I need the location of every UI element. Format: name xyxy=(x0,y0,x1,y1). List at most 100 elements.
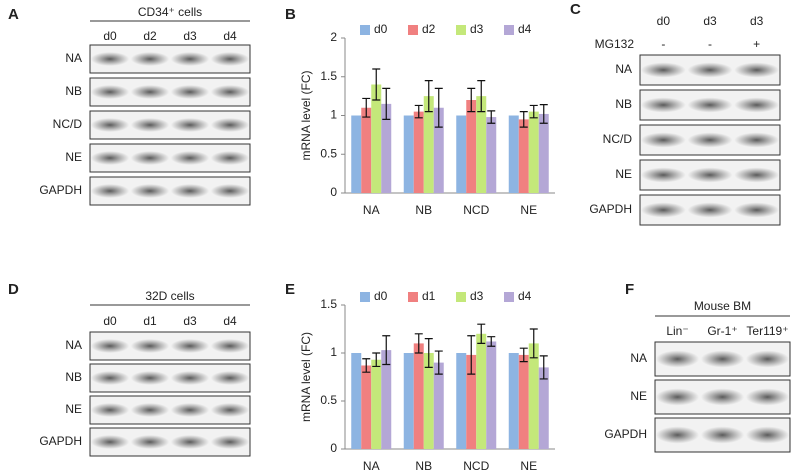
blot-band xyxy=(640,167,686,183)
x-tick-label: NCD xyxy=(463,459,489,472)
blot-band xyxy=(170,371,210,385)
bar xyxy=(351,353,362,449)
bar xyxy=(486,341,497,449)
row-label: GAPDH xyxy=(39,434,82,448)
lane-label: d4 xyxy=(223,314,237,328)
blot-band xyxy=(170,184,210,198)
bar xyxy=(528,343,539,449)
y-tick-label: 1 xyxy=(330,108,337,122)
blot-band xyxy=(745,350,790,368)
lane-label: d3 xyxy=(750,14,764,28)
blot-header: 32D cells xyxy=(145,289,194,303)
blot-band xyxy=(210,184,250,198)
blot-band xyxy=(130,184,170,198)
legend-label: d3 xyxy=(470,22,484,36)
blot-band xyxy=(640,62,686,78)
x-tick-label: NA xyxy=(363,203,380,217)
blot-band xyxy=(734,132,780,148)
treatment-mark: - xyxy=(661,37,665,51)
blot-band xyxy=(210,435,250,449)
bar xyxy=(476,96,487,193)
error-bar xyxy=(424,338,433,368)
blot-band xyxy=(170,85,210,99)
row-label: GAPDH xyxy=(39,183,82,197)
y-axis-label: mRNA level (FC) xyxy=(299,70,313,160)
blot-band xyxy=(90,339,130,353)
bar xyxy=(486,117,497,193)
blot-band xyxy=(655,426,700,444)
bar xyxy=(381,103,392,193)
bar xyxy=(413,343,424,449)
blot-band xyxy=(640,202,686,218)
row-label: NE xyxy=(65,150,82,164)
blot-band xyxy=(130,151,170,165)
legend-swatch xyxy=(408,25,418,35)
row-label: NC/D xyxy=(603,132,633,146)
legend-swatch xyxy=(456,292,466,302)
blot-band xyxy=(687,97,733,113)
row-label: NA xyxy=(65,51,82,65)
panel-letter: A xyxy=(8,6,19,23)
blot-band xyxy=(90,52,130,66)
blot-band xyxy=(130,339,170,353)
blot-band xyxy=(210,151,250,165)
error-bar xyxy=(382,335,391,366)
row-label: NB xyxy=(65,84,82,98)
blot-band xyxy=(655,388,700,406)
row-label: GAPDH xyxy=(604,427,647,441)
y-tick-label: 2 xyxy=(330,30,337,44)
blot-band xyxy=(210,85,250,99)
bar xyxy=(361,107,372,193)
row-label: GAPDH xyxy=(589,202,632,216)
blot-band xyxy=(90,85,130,99)
error-bar xyxy=(487,336,496,347)
bar xyxy=(518,119,529,193)
legend-label: d4 xyxy=(518,22,532,36)
legend-swatch xyxy=(408,292,418,302)
blot-header: CD34⁺ cells xyxy=(138,5,202,19)
bar xyxy=(351,115,362,193)
x-tick-label: NB xyxy=(415,459,432,472)
blot-band xyxy=(130,85,170,99)
legend-label: d3 xyxy=(470,289,484,303)
error-bar xyxy=(467,87,476,113)
legend-label: d2 xyxy=(422,22,436,36)
error-bar xyxy=(372,68,381,101)
blot-band xyxy=(687,167,733,183)
legend-swatch xyxy=(504,25,514,35)
x-tick-label: NCD xyxy=(463,203,489,217)
bar xyxy=(538,367,549,449)
error-bar xyxy=(372,352,381,368)
lane-label: Ter119⁺ xyxy=(746,324,788,338)
panel-letter: C xyxy=(570,1,581,18)
error-bar xyxy=(539,355,548,380)
legend-label: d1 xyxy=(422,289,436,303)
error-bar xyxy=(424,80,433,113)
blot-band xyxy=(734,62,780,78)
bar xyxy=(466,100,477,193)
bar xyxy=(423,96,434,193)
error-bar xyxy=(414,104,423,119)
lane-label: d0 xyxy=(103,314,117,328)
legend-swatch xyxy=(456,25,466,35)
x-tick-label: NE xyxy=(520,459,537,472)
bar xyxy=(528,111,539,193)
y-tick-label: 0 xyxy=(330,441,337,455)
y-tick-label: 1 xyxy=(330,345,337,359)
bar xyxy=(456,115,467,193)
bar xyxy=(508,115,519,193)
y-tick-label: 0 xyxy=(330,185,337,199)
panel-letter: D xyxy=(8,281,19,298)
blot-band xyxy=(130,435,170,449)
bar xyxy=(508,353,519,449)
legend-swatch xyxy=(360,25,370,35)
error-bar xyxy=(434,350,443,375)
blot-band xyxy=(210,52,250,66)
error-bar xyxy=(382,87,391,120)
blot-band xyxy=(90,403,130,417)
error-bar xyxy=(519,111,528,128)
legend-swatch xyxy=(360,292,370,302)
error-bar xyxy=(539,104,548,124)
row-label: NC/D xyxy=(53,117,83,131)
